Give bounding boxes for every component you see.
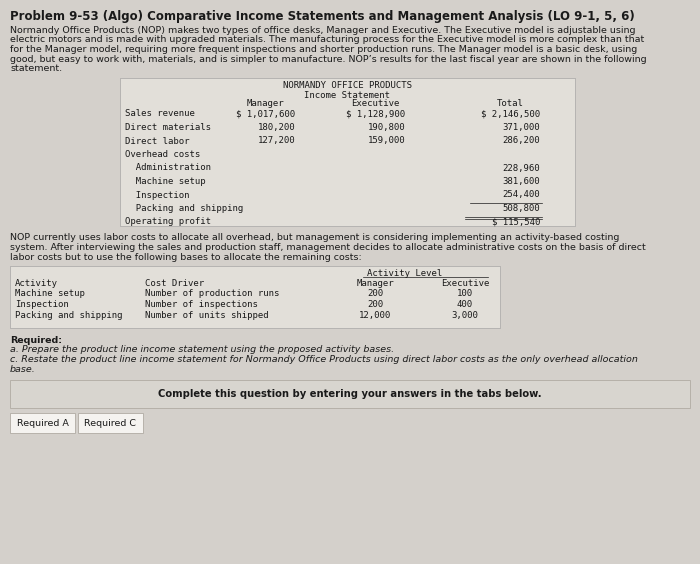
FancyBboxPatch shape bbox=[10, 266, 500, 328]
Text: electric motors and is made with upgraded materials. The manufacturing process f: electric motors and is made with upgrade… bbox=[10, 36, 644, 45]
Text: good, but easy to work with, materials, and is simpler to manufacture. NOP’s res: good, but easy to work with, materials, … bbox=[10, 55, 647, 64]
Text: Number of inspections: Number of inspections bbox=[145, 300, 258, 309]
Text: Administration: Administration bbox=[125, 164, 211, 173]
Text: Required C: Required C bbox=[85, 418, 136, 428]
Text: 180,200: 180,200 bbox=[258, 123, 295, 132]
Text: Activity Level: Activity Level bbox=[368, 269, 442, 278]
Text: 200: 200 bbox=[367, 289, 383, 298]
Text: 100: 100 bbox=[457, 289, 473, 298]
Text: 3,000: 3,000 bbox=[452, 311, 478, 320]
Text: Inspection: Inspection bbox=[15, 300, 69, 309]
Text: 190,800: 190,800 bbox=[368, 123, 405, 132]
Text: Required:: Required: bbox=[10, 336, 62, 345]
Text: Machine setup: Machine setup bbox=[125, 177, 206, 186]
Text: $ 115,540: $ 115,540 bbox=[491, 218, 540, 227]
Text: Number of production runs: Number of production runs bbox=[145, 289, 279, 298]
Text: Executive: Executive bbox=[441, 279, 489, 288]
Text: Operating profit: Operating profit bbox=[125, 218, 211, 227]
Text: Sales revenue: Sales revenue bbox=[125, 109, 195, 118]
FancyBboxPatch shape bbox=[10, 413, 75, 433]
Text: Manager: Manager bbox=[356, 279, 394, 288]
Text: 371,000: 371,000 bbox=[503, 123, 540, 132]
Text: $ 1,128,900: $ 1,128,900 bbox=[346, 109, 405, 118]
Text: Income Statement: Income Statement bbox=[304, 90, 391, 99]
Text: 286,200: 286,200 bbox=[503, 136, 540, 146]
Text: Activity: Activity bbox=[15, 279, 58, 288]
Text: statement.: statement. bbox=[10, 64, 62, 73]
Text: 254,400: 254,400 bbox=[503, 191, 540, 200]
Text: Number of units shipped: Number of units shipped bbox=[145, 311, 269, 320]
FancyBboxPatch shape bbox=[10, 380, 690, 408]
Text: a. Prepare the product line income statement using the proposed activity bases.: a. Prepare the product line income state… bbox=[10, 346, 394, 355]
Text: for the Manager model, requiring more frequent inspections and shorter productio: for the Manager model, requiring more fr… bbox=[10, 45, 637, 54]
Text: 400: 400 bbox=[457, 300, 473, 309]
Text: Packing and shipping: Packing and shipping bbox=[125, 204, 244, 213]
Text: $ 1,017,600: $ 1,017,600 bbox=[236, 109, 295, 118]
Text: system. After interviewing the sales and production staff, management decides to: system. After interviewing the sales and… bbox=[10, 243, 645, 252]
Text: 508,800: 508,800 bbox=[503, 204, 540, 213]
Text: Cost Driver: Cost Driver bbox=[145, 279, 204, 288]
Text: 381,600: 381,600 bbox=[503, 177, 540, 186]
Text: 127,200: 127,200 bbox=[258, 136, 295, 146]
Text: Direct labor: Direct labor bbox=[125, 136, 190, 146]
FancyBboxPatch shape bbox=[120, 77, 575, 226]
Text: 12,000: 12,000 bbox=[359, 311, 391, 320]
Text: Executive: Executive bbox=[351, 99, 399, 108]
Text: 200: 200 bbox=[367, 300, 383, 309]
Text: Machine setup: Machine setup bbox=[15, 289, 85, 298]
Text: $ 2,146,500: $ 2,146,500 bbox=[481, 109, 540, 118]
Text: Packing and shipping: Packing and shipping bbox=[15, 311, 122, 320]
Text: Total: Total bbox=[496, 99, 524, 108]
Text: base.: base. bbox=[10, 364, 36, 373]
Text: Normandy Office Products (NOP) makes two types of office desks, Manager and Exec: Normandy Office Products (NOP) makes two… bbox=[10, 26, 636, 35]
Text: labor costs but to use the following bases to allocate the remaining costs:: labor costs but to use the following bas… bbox=[10, 253, 362, 262]
Text: Overhead costs: Overhead costs bbox=[125, 150, 200, 159]
Text: c. Restate the product line income statement for Normandy Office Products using : c. Restate the product line income state… bbox=[10, 355, 638, 364]
Text: Complete this question by entering your answers in the tabs below.: Complete this question by entering your … bbox=[158, 389, 542, 399]
Text: 159,000: 159,000 bbox=[368, 136, 405, 146]
Text: Direct materials: Direct materials bbox=[125, 123, 211, 132]
Text: 228,960: 228,960 bbox=[503, 164, 540, 173]
Text: Required A: Required A bbox=[17, 418, 69, 428]
Text: Problem 9-53 (Algo) Comparative Income Statements and Management Analysis (LO 9-: Problem 9-53 (Algo) Comparative Income S… bbox=[10, 10, 635, 23]
Text: Inspection: Inspection bbox=[125, 191, 190, 200]
Text: Manager: Manager bbox=[246, 99, 284, 108]
FancyBboxPatch shape bbox=[78, 413, 143, 433]
Text: NORMANDY OFFICE PRODUCTS: NORMANDY OFFICE PRODUCTS bbox=[283, 82, 412, 90]
Text: NOP currently uses labor costs to allocate all overhead, but management is consi: NOP currently uses labor costs to alloca… bbox=[10, 233, 620, 243]
